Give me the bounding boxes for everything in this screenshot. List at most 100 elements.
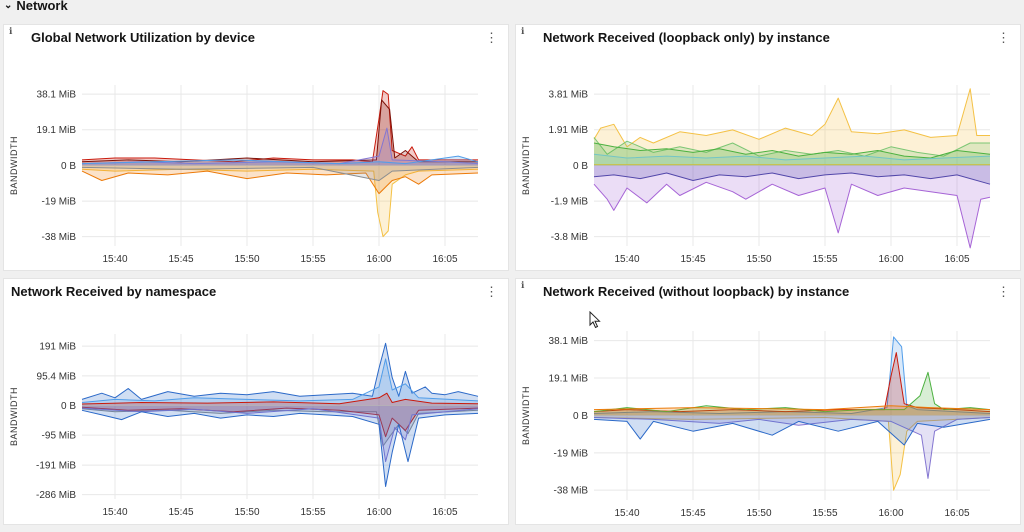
y-tick-label: -19 MiB bbox=[554, 448, 589, 459]
x-tick-label: 15:45 bbox=[680, 508, 705, 519]
y-tick-label: 19.1 MiB bbox=[37, 125, 77, 136]
series-line bbox=[593, 88, 990, 148]
panel-network-received-without-loopback: ℹ Network Received (without loopback) by… bbox=[515, 278, 1021, 525]
info-icon[interactable]: ℹ bbox=[521, 281, 525, 291]
series-line bbox=[81, 392, 479, 405]
panel-title: Network Received (without loopback) by i… bbox=[543, 284, 850, 299]
series-area bbox=[82, 90, 478, 166]
y-tick-label: -95 MiB bbox=[42, 431, 77, 442]
x-tick-label: 15:40 bbox=[102, 507, 127, 518]
x-tick-label: 16:05 bbox=[944, 254, 969, 265]
info-icon[interactable]: ℹ bbox=[9, 27, 13, 37]
y-tick-label: -1.9 MiB bbox=[551, 197, 589, 208]
series-line bbox=[593, 181, 991, 249]
series-area bbox=[82, 343, 478, 406]
series-area bbox=[82, 100, 478, 166]
series-line bbox=[81, 99, 478, 163]
series-area bbox=[594, 415, 990, 491]
kebab-menu-icon[interactable]: ⋮ bbox=[485, 30, 498, 45]
series-line bbox=[81, 90, 478, 163]
section-header-network[interactable]: ⌄ Network bbox=[4, 0, 68, 14]
info-icon[interactable]: ℹ bbox=[521, 27, 525, 37]
x-tick-label: 15:40 bbox=[614, 508, 639, 519]
y-tick-label: 38.1 MiB bbox=[37, 90, 77, 101]
y-tick-label: -191 MiB bbox=[36, 461, 76, 472]
series-line bbox=[81, 409, 479, 487]
series-area bbox=[82, 165, 478, 194]
series-line bbox=[81, 166, 479, 181]
x-tick-label: 15:50 bbox=[746, 508, 771, 519]
y-axis-label: BANDWIDTH bbox=[9, 136, 19, 195]
x-tick-label: 15:55 bbox=[300, 507, 325, 518]
series-line bbox=[81, 406, 479, 438]
series-area bbox=[594, 165, 990, 248]
x-tick-label: 15:50 bbox=[746, 254, 771, 265]
panel-network-received-loopback: ℹ Network Received (loopback only) by in… bbox=[515, 24, 1021, 271]
x-tick-label: 15:40 bbox=[614, 254, 639, 265]
x-tick-label: 16:00 bbox=[878, 254, 903, 265]
chevron-down-icon[interactable]: ⌄ bbox=[4, 0, 13, 11]
y-tick-label: 0 B bbox=[573, 161, 588, 172]
y-axis-label: BANDWIDTH bbox=[521, 386, 531, 445]
y-axis-label: BANDWIDTH bbox=[9, 387, 19, 446]
series-line bbox=[81, 407, 479, 463]
series-area bbox=[594, 143, 990, 166]
y-tick-label: 1.91 MiB bbox=[549, 125, 589, 136]
series-area bbox=[594, 372, 990, 416]
chart-area: 38.1 MiB 19.1 MiB 0 B -19 MiB -38 MiB 15:40 15… bbox=[9, 85, 479, 265]
series-line bbox=[81, 358, 479, 403]
x-tick-label: 15:55 bbox=[300, 254, 325, 265]
series-area bbox=[594, 415, 990, 445]
kebab-menu-icon[interactable]: ⋮ bbox=[997, 284, 1010, 299]
series-area bbox=[594, 336, 990, 416]
series-line bbox=[593, 417, 991, 479]
section-title: Network bbox=[16, 0, 68, 13]
x-tick-label: 15:55 bbox=[812, 254, 837, 265]
x-tick-label: 15:50 bbox=[234, 254, 259, 265]
x-tick-label: 16:00 bbox=[366, 507, 391, 518]
series-line bbox=[593, 142, 991, 159]
x-tick-label: 16:00 bbox=[878, 508, 903, 519]
series-line bbox=[593, 172, 991, 185]
series-line bbox=[593, 417, 991, 491]
series-line bbox=[593, 153, 991, 161]
series-area bbox=[82, 156, 478, 166]
y-tick-label: -3.8 MiB bbox=[551, 232, 589, 243]
series-line bbox=[81, 127, 479, 165]
panel-network-received-namespace: Network Received by namespace ⋮ 191 MiB 9… bbox=[3, 278, 509, 525]
y-tick-label: 191 MiB bbox=[39, 342, 76, 353]
series-line bbox=[593, 137, 990, 157]
series-area bbox=[82, 405, 478, 487]
y-tick-label: 0 B bbox=[61, 401, 76, 412]
series-area bbox=[594, 405, 990, 416]
x-tick-label: 15:50 bbox=[234, 507, 259, 518]
series-area bbox=[82, 405, 478, 462]
x-tick-label: 15:45 bbox=[168, 254, 193, 265]
y-tick-label: -38 MiB bbox=[42, 232, 77, 243]
series-area bbox=[82, 405, 478, 437]
panel-global-network-utilization: ℹ Global Network Utilization by device ⋮… bbox=[3, 24, 509, 271]
panel-title: Network Received by namespace bbox=[11, 284, 217, 299]
y-tick-label: -19 MiB bbox=[42, 197, 77, 208]
series-line bbox=[81, 170, 479, 195]
y-tick-label: 0 B bbox=[573, 411, 588, 422]
mouse-pointer-icon bbox=[589, 311, 601, 329]
series-line bbox=[593, 405, 991, 411]
x-tick-label: 16:05 bbox=[944, 508, 969, 519]
y-tick-label: 95.4 MiB bbox=[37, 371, 77, 382]
x-tick-label: 16:00 bbox=[366, 254, 391, 265]
series-area bbox=[594, 352, 990, 416]
y-tick-label: 38.1 MiB bbox=[549, 336, 589, 347]
panel-title: Network Received (loopback only) by inst… bbox=[543, 30, 830, 45]
chart-area: 191 MiB 95.4 MiB 0 B -95 MiB -191 MiB -286 Mi… bbox=[9, 334, 479, 518]
x-tick-label: 15:45 bbox=[680, 254, 705, 265]
kebab-menu-icon[interactable]: ⋮ bbox=[485, 284, 498, 299]
series-line bbox=[81, 342, 479, 400]
x-tick-label: 15:55 bbox=[812, 508, 837, 519]
chart-area: 3.81 MiB 1.91 MiB 0 B -1.9 MiB -3.8 MiB 15:40… bbox=[521, 85, 991, 265]
x-tick-label: 15:45 bbox=[168, 507, 193, 518]
x-tick-label: 15:40 bbox=[102, 254, 127, 265]
kebab-menu-icon[interactable]: ⋮ bbox=[997, 30, 1010, 45]
y-tick-label: 3.81 MiB bbox=[549, 90, 589, 101]
panel-title: Global Network Utilization by device bbox=[31, 30, 255, 45]
